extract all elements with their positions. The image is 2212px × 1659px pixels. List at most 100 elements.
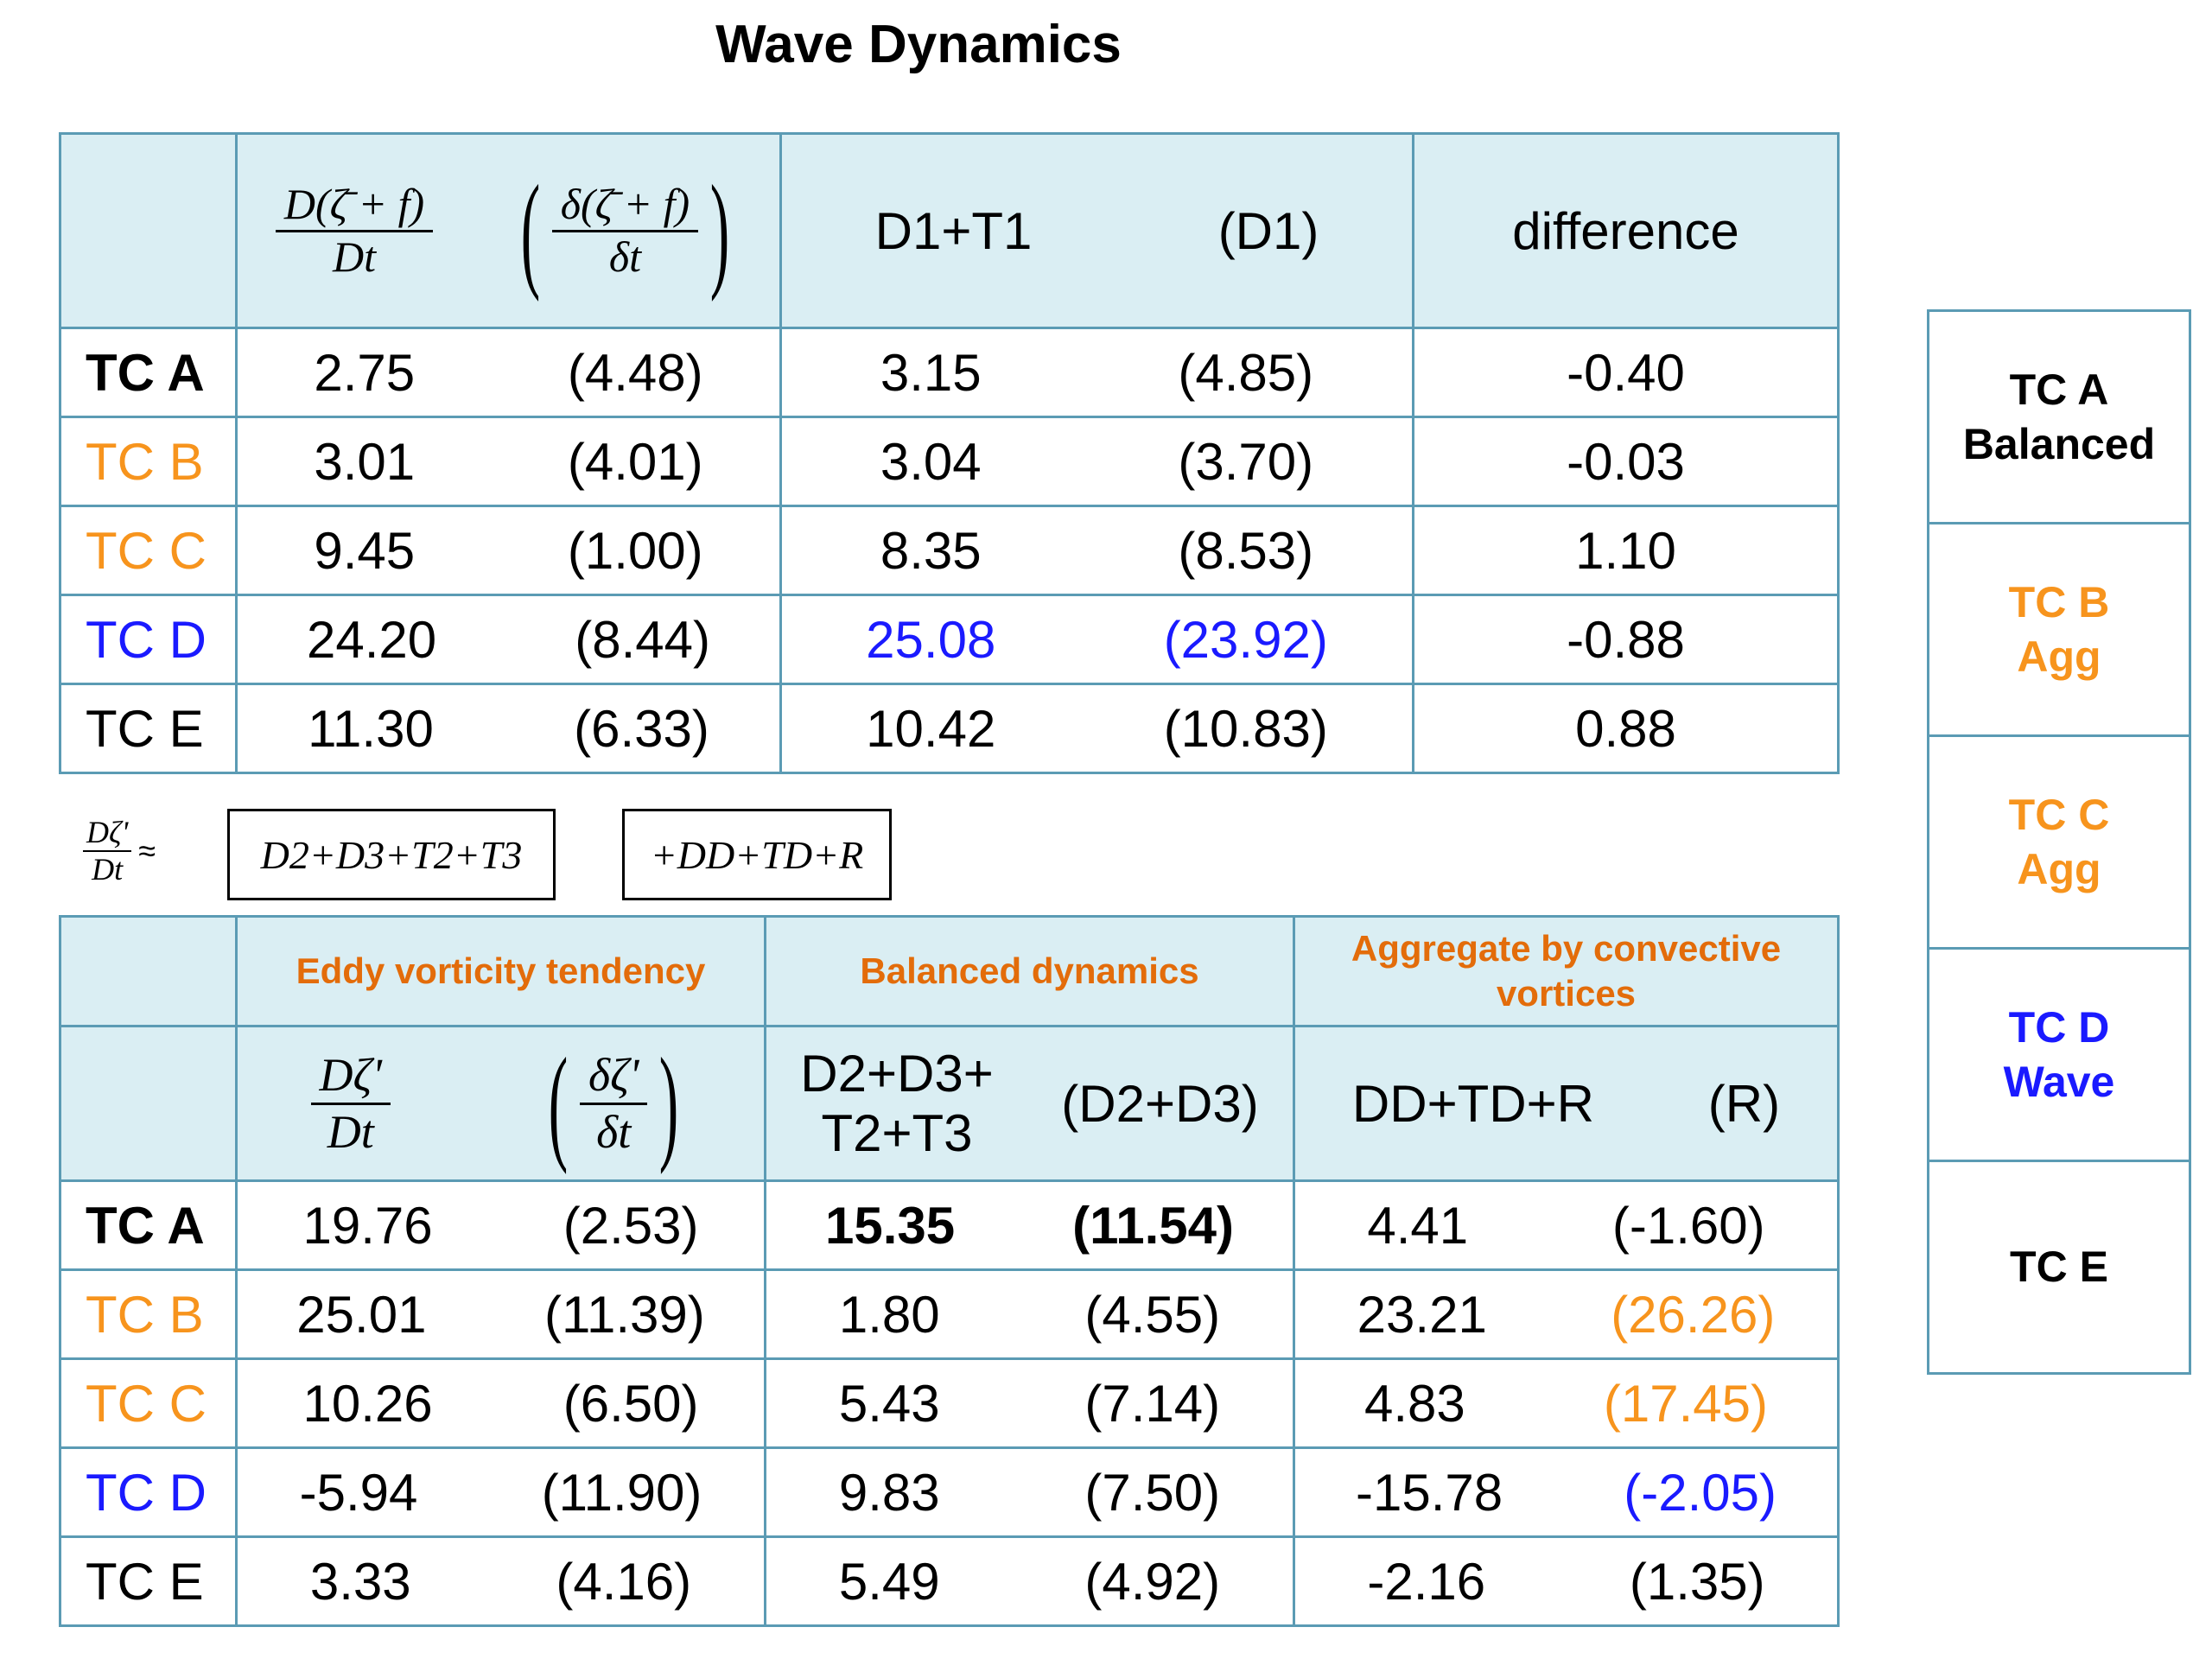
cell-value: (6.50) xyxy=(563,1374,699,1433)
table-cell: 8.35 (8.53) xyxy=(779,505,1414,596)
cell-value: 9.83 xyxy=(838,1463,940,1522)
legend-item-tc-d: TC D Wave xyxy=(1927,947,2191,1162)
cell-value: 19.76 xyxy=(302,1196,433,1255)
table-cell: 9.45 (1.00) xyxy=(235,505,782,596)
table-cell: 24.20 (8.44) xyxy=(235,594,782,685)
equation-box-aggregate: +DD+TD+R xyxy=(622,809,892,900)
table-cell: TC B xyxy=(59,1268,238,1360)
cell-value: (26.26) xyxy=(1611,1285,1776,1344)
page-title: Wave Dynamics xyxy=(715,15,1122,74)
cell-value: (D2+D3) xyxy=(1061,1074,1259,1133)
cell-value: -2.16 xyxy=(1367,1552,1486,1611)
header-aggregate-cell: DD+TD+R (R) xyxy=(1293,1025,1840,1182)
cell-value: 5.43 xyxy=(838,1374,940,1433)
material-derivative-fraction: D(ζ̄ + f) Dt xyxy=(275,180,434,282)
cell-value: (4.85) xyxy=(1178,343,1314,402)
cell-value: (23.92) xyxy=(1163,610,1328,669)
cell-value: (R) xyxy=(1707,1074,1781,1133)
table-cell: -2.16 (1.35) xyxy=(1293,1535,1840,1627)
cell-value: (17.45) xyxy=(1603,1374,1768,1433)
cell-value: Agg xyxy=(2017,844,2101,893)
table-row: TC C 9.45 (1.00) 8.35 (8.53) 1.10 xyxy=(59,505,1840,596)
classification-legend: TC A Balanced TC B Agg TC C Agg TC D Wave TC… xyxy=(1927,309,2191,1375)
table-cell: -5.94 (11.90) xyxy=(235,1446,766,1538)
group-aggregate: Aggregate by convective vortices xyxy=(1293,915,1840,1027)
header-empty-cell xyxy=(59,132,238,329)
equation-box-balanced: D2+D3+T2+T3 xyxy=(227,809,556,900)
table-cell: 3.15 (4.85) xyxy=(779,327,1414,418)
cell-value: (7.14) xyxy=(1084,1374,1221,1433)
cell-value: 9.45 xyxy=(314,521,416,580)
cell-value: (11.39) xyxy=(544,1285,705,1344)
cell-value: 25.01 xyxy=(296,1285,427,1344)
table-cell: TC D xyxy=(59,594,238,685)
table-cell: 3.04 (3.70) xyxy=(779,416,1414,507)
cell-value: TC D xyxy=(2008,1003,2110,1052)
cell-value: (1.35) xyxy=(1629,1552,1765,1611)
cell-value: 3.04 xyxy=(880,432,982,491)
cell-value: 23.21 xyxy=(1357,1285,1487,1344)
table-cell: 5.49 (4.92) xyxy=(764,1535,1295,1627)
table-cell: -15.78 (-2.05) xyxy=(1293,1446,1840,1538)
eddy-derivative-fraction: Dζ' Dt xyxy=(83,815,132,888)
cell-value: D1+T1 xyxy=(874,201,1033,260)
header-eddy-formula-cell: Dζ' Dt ( δζ' δt ) xyxy=(235,1025,766,1182)
cell-value: δζ' xyxy=(579,1048,648,1105)
table-cell: 25.08 (23.92) xyxy=(779,594,1414,685)
cell-value: Dζ' xyxy=(310,1048,391,1105)
table-row: TC A 19.76 (2.53) 15.35 (11.54) 4.41 (-1.60… xyxy=(59,1179,1840,1271)
table-row: TC D -5.94 (11.90) 9.83 (7.50) -15.78 (-2.0… xyxy=(59,1446,1840,1538)
table-cell: TC A xyxy=(59,327,238,418)
table-cell: 3.33 (4.16) xyxy=(235,1535,766,1627)
cell-value: 8.35 xyxy=(880,521,982,580)
table-row: TC D 24.20 (8.44) 25.08 (23.92) -0.88 xyxy=(59,594,1840,685)
table-cell: -0.88 xyxy=(1412,594,1840,685)
header-formula-cell: D(ζ̄ + f) Dt ( δ(ζ̄ + f) δt ) xyxy=(235,132,782,329)
cell-value: Dt xyxy=(327,1105,374,1158)
header-balanced-cell: D2+D3+ T2+T3 (D2+D3) xyxy=(764,1025,1295,1182)
cell-value: (4.01) xyxy=(567,432,703,491)
cell-value: 11.30 xyxy=(308,699,434,758)
cell-value: DD+TD+R xyxy=(1351,1074,1594,1133)
table-cell: 11.30 (6.33) xyxy=(235,683,782,774)
table-cell: 10.26 (6.50) xyxy=(235,1357,766,1449)
table-row: TC C 10.26 (6.50) 5.43 (7.14) 4.83 (17.45) xyxy=(59,1357,1840,1449)
table-cell: 3.01 (4.01) xyxy=(235,416,782,507)
header-difference-cell: difference xyxy=(1412,132,1840,329)
cell-value: 3.01 xyxy=(314,432,416,491)
table-cell: TC E xyxy=(59,1535,238,1627)
legend-item-tc-e: TC E xyxy=(1927,1160,2191,1375)
table-cell: 19.76 (2.53) xyxy=(235,1179,766,1271)
local-tendency-paren: ( δ(ζ̄ + f) δt ) xyxy=(520,159,730,302)
table-cell: TC C xyxy=(59,1357,238,1449)
table-row: TC A 2.75 (4.48) 3.15 (4.85) -0.40 xyxy=(59,327,1840,418)
cell-value: 1.80 xyxy=(838,1285,940,1344)
cell-value: (6.33) xyxy=(574,699,709,758)
table-cell: 5.43 (7.14) xyxy=(764,1357,1295,1449)
table-cell: 4.83 (17.45) xyxy=(1293,1357,1840,1449)
table-cell xyxy=(59,915,238,1027)
group-eddy-vorticity: Eddy vorticity tendency xyxy=(235,915,766,1027)
legend-item-tc-c: TC C Agg xyxy=(1927,734,2191,950)
cell-value: -5.94 xyxy=(299,1463,418,1522)
table-cell: 4.41 (-1.60) xyxy=(1293,1179,1840,1271)
cell-value: -15.78 xyxy=(1356,1463,1503,1522)
cell-value: 4.41 xyxy=(1367,1196,1469,1255)
cell-value: δ(ζ̄ + f) xyxy=(551,180,699,232)
cell-value: (4.55) xyxy=(1084,1285,1221,1344)
table-row: TC E 11.30 (6.33) 10.42 (10.83) 0.88 xyxy=(59,683,1840,774)
cell-value: 4.83 xyxy=(1364,1374,1465,1433)
cell-value: (4.92) xyxy=(1084,1552,1221,1611)
cell-value: (8.44) xyxy=(575,610,710,669)
table-cell: 10.42 (10.83) xyxy=(779,683,1414,774)
table-cell: -0.03 xyxy=(1412,416,1840,507)
cell-value: Wave xyxy=(2003,1057,2115,1106)
column-header-row: Dζ' Dt ( δζ' δt ) D2+D3+ T2+T3 xyxy=(59,1025,1840,1182)
cell-value: Balanced xyxy=(1962,419,2156,468)
cell-value: TC A xyxy=(2009,365,2109,414)
cell-value: 3.33 xyxy=(309,1552,411,1611)
table-cell: -0.40 xyxy=(1412,327,1840,418)
table-cell: 0.88 xyxy=(1412,683,1840,774)
table-cell: TC D xyxy=(59,1446,238,1538)
table-cell: TC A xyxy=(59,1179,238,1271)
